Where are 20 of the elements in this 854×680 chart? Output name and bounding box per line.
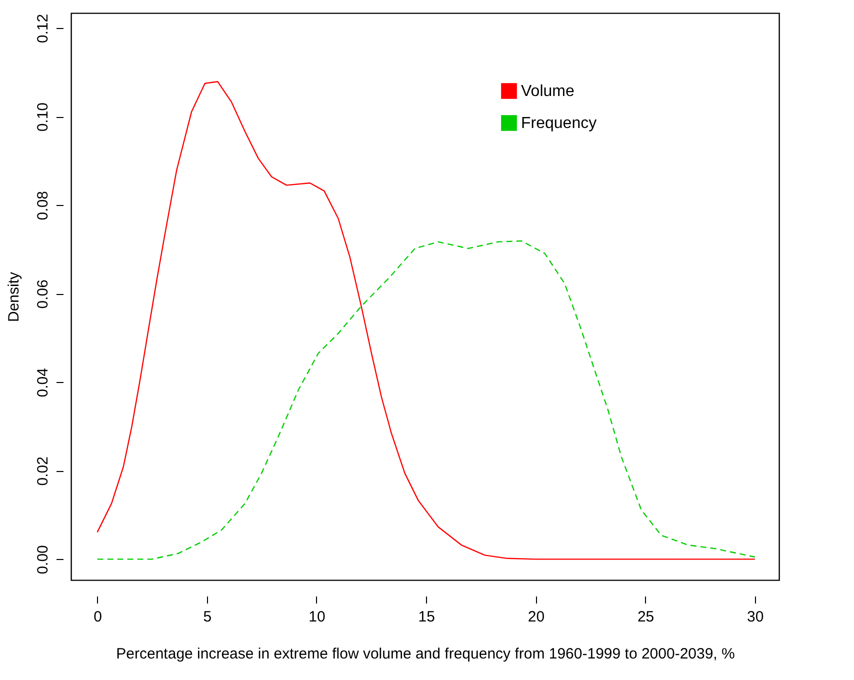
- x-tick-label: 30: [747, 608, 764, 626]
- x-axis-title: Percentage increase in extreme flow volume and frequency from 1960-1999 to 2000-2039, %: [116, 646, 735, 662]
- x-tick-label: 15: [418, 608, 435, 626]
- x-tick-label: 5: [203, 608, 212, 626]
- line-series: [96, 240, 756, 560]
- y-tick-label: 0.04: [34, 368, 52, 398]
- y-axis-title: Density: [6, 272, 22, 322]
- y-tick-label: 0.00: [34, 545, 52, 574]
- legend-label: Volume: [521, 83, 574, 100]
- x-tick-label: 20: [528, 608, 545, 626]
- x-tick-label: 0: [94, 608, 102, 626]
- y-tick-label: 0.02: [34, 456, 52, 486]
- y-tick-label: 0.08: [34, 190, 52, 220]
- y-tick-label: 0.10: [34, 102, 52, 132]
- y-tick-label: 0.12: [34, 14, 52, 44]
- x-tick-label: 10: [308, 608, 326, 626]
- line-series: [96, 81, 756, 560]
- x-tick-label: 25: [637, 608, 654, 626]
- legend-label: Frequency: [521, 115, 597, 132]
- y-tick-label: 0.06: [34, 280, 52, 309]
